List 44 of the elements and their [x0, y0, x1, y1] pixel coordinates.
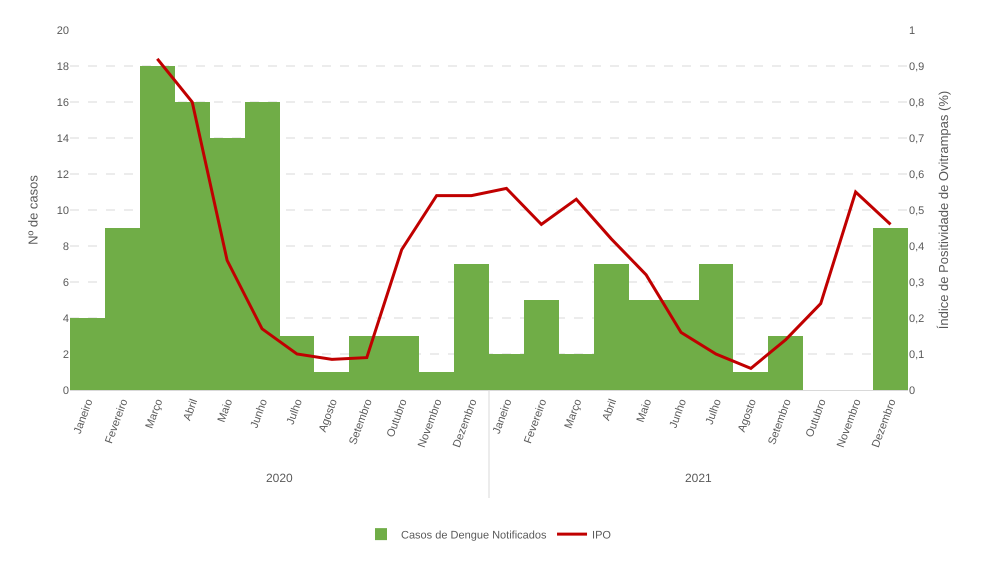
y-tick-label: 12	[56, 168, 69, 181]
line-series	[156, 57, 892, 370]
y2-tick-label: 0,5	[909, 204, 924, 217]
y-tick-label: 14	[56, 132, 69, 145]
y2-tick-label: 0,2	[909, 312, 924, 325]
y-axis-title: Nº de casos	[26, 174, 41, 245]
x-tick-label: Março	[144, 398, 166, 430]
y2-tick-label: 0	[909, 384, 916, 397]
y2-tick-label: 0,1	[909, 348, 924, 361]
text: 2021	[685, 471, 712, 485]
y2-tick-label: 0,8	[909, 96, 924, 109]
x-tick-label: Janeiro	[490, 398, 514, 436]
y-tick-label: 2	[62, 348, 69, 361]
x-tick-label: Junho	[248, 398, 270, 430]
x-tick-label: Agosto	[316, 398, 340, 434]
x-tick-label: Janeiro	[72, 398, 96, 436]
y2-tick-label: 0,6	[909, 168, 924, 181]
y2-tick-label: 1	[909, 24, 916, 37]
y-tick-label: 4	[62, 312, 69, 325]
y2-axis-title: Índice de Positividade de Ovitrampas (%)	[936, 90, 951, 330]
x-tick-label: Abril	[600, 398, 620, 422]
y2-tick-label: 0,7	[909, 132, 924, 145]
x-tick-label: Agosto	[736, 398, 759, 434]
y2-tick-label: 0,3	[909, 276, 924, 289]
x-tick-label: Julho	[704, 398, 724, 426]
x-tick-label: Maio	[216, 398, 236, 424]
y-tick-label: 16	[56, 96, 69, 109]
text: 2020	[266, 471, 294, 485]
x-tick-label: Abril	[181, 398, 200, 422]
bar	[873, 228, 908, 390]
x-tick-label: Julho	[284, 398, 305, 426]
legend-label: Casos de Dengue Notificados	[401, 529, 548, 542]
x-tick-label: Maio	[634, 398, 654, 424]
y-tick-label: 0	[62, 384, 69, 397]
y-tick-label: 20	[56, 24, 69, 37]
y2-tick-label: 0,9	[909, 60, 924, 73]
x-tick-label: Junho	[667, 398, 690, 430]
y-tick-label: 8	[62, 240, 69, 253]
y-tick-label: 18	[56, 60, 69, 73]
legend-label: IPO	[592, 529, 612, 542]
y-tick-label: 10	[56, 204, 69, 217]
y-tick-label: 6	[62, 276, 69, 289]
y2-tick-label: 0,4	[909, 240, 924, 253]
x-tick-label: Março	[562, 398, 584, 430]
